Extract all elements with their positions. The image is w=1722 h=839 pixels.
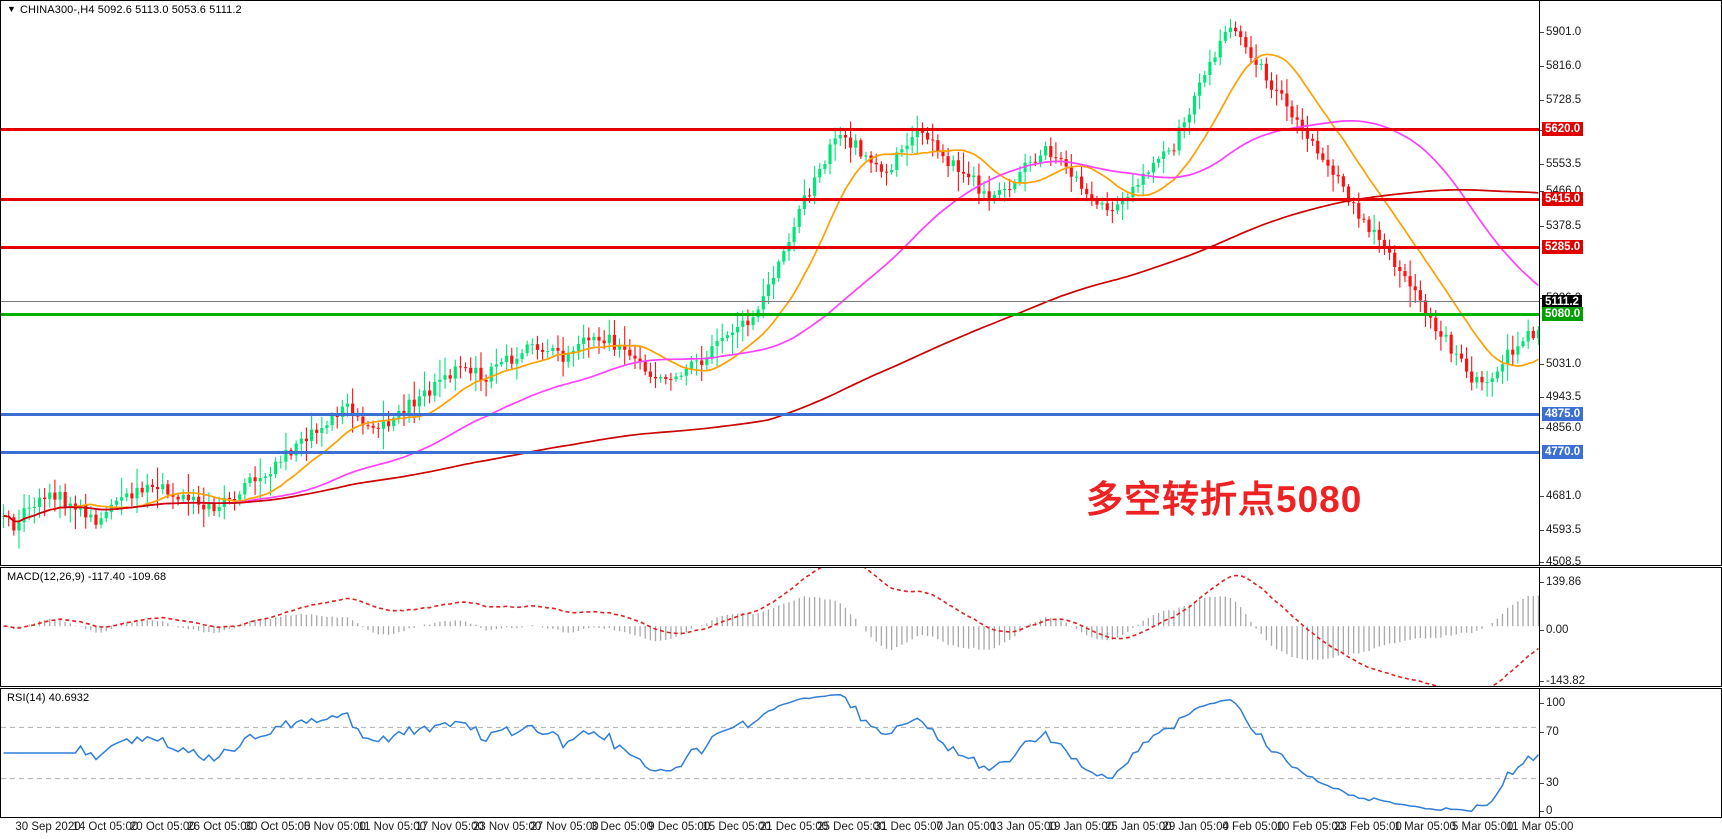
time-axis-tick: 30 Oct 05:00 <box>244 821 311 833</box>
axis-tick-label: 100 <box>1539 697 1566 709</box>
rsi-series <box>1 694 1539 812</box>
axis-tick-label: 70 <box>1540 726 1559 738</box>
time-axis-tick: 9 Dec 05:00 <box>648 821 711 833</box>
time-axis-tick: 11 Mar 05:00 <box>1506 821 1574 833</box>
time-axis-tick: 31 Dec 05:00 <box>874 821 943 833</box>
axis-tick-label: 4943.5 <box>1539 391 1582 403</box>
macd-axis: 139.86 0.00 -143.82 <box>1539 568 1721 686</box>
time-axis-tick: 17 Nov 05:00 <box>415 821 484 833</box>
time-axis-tick: 30 Sep 2020 <box>15 821 81 833</box>
axis-tick-label: 5553.5 <box>1539 158 1582 170</box>
axis-tick-label: -143.82 <box>1539 675 1586 687</box>
time-axis-tick: 23 Nov 05:00 <box>472 821 542 833</box>
time-axis-tick: 25 Dec 05:00 <box>817 821 886 833</box>
rsi-panel: RSI(14) 40.6932 100 70 30 0 <box>0 688 1722 818</box>
axis-tick-label: 5378.5 <box>1539 220 1582 232</box>
time-axis-tick: 14 Oct 05:00 <box>72 821 139 833</box>
macd-panel: MACD(12,26,9) -117.40 -109.68 139.86 0.00… <box>0 567 1722 687</box>
time-axis-tick: 19 Jan 05:00 <box>1047 821 1115 833</box>
time-axis-tick: 5 Mar 05:00 <box>1451 821 1514 833</box>
macd-series <box>3 568 1539 686</box>
axis-tick-label: 5816.0 <box>1539 60 1582 72</box>
time-axis[interactable]: 30 Sep 2020 14 Oct 05:00 20 Oct 05:00 26 Oc… <box>0 818 1722 839</box>
symbol-info-label: ▼ CHINA300-,H4 5092.6 5113.0 5053.6 5111.… <box>7 4 242 16</box>
price-panel: ▼ CHINA300-,H4 5092.6 5113.0 5053.6 5111.… <box>0 0 1722 566</box>
axis-tick-label: 30 <box>1540 777 1559 789</box>
axis-tick-label: 4856.0 <box>1539 422 1582 434</box>
candlestick-series <box>1 19 1539 549</box>
axis-tick-label: 4681.0 <box>1539 490 1582 502</box>
time-axis-tick: 7 Jan 05:00 <box>936 821 997 833</box>
axis-tick-label: 0 <box>1539 805 1553 817</box>
symbol-quote-text: CHINA300-,H4 5092.6 5113.0 5053.6 5111.2 <box>20 4 242 16</box>
price-level-tag[interactable]: 5415.0 <box>1542 192 1584 206</box>
axis-tick-label: 4508.5 <box>1539 556 1582 566</box>
price-level-line[interactable] <box>1 198 1539 201</box>
time-axis-tick: 3 Dec 05:00 <box>590 821 653 833</box>
rsi-plot-area[interactable] <box>1 689 1539 817</box>
time-axis-tick: 4 Feb 05:00 <box>1222 821 1284 833</box>
price-level-tag[interactable]: 5080.0 <box>1542 307 1584 321</box>
time-axis-tick: 5 Nov 05:00 <box>303 821 366 833</box>
price-level-tag[interactable]: 5285.0 <box>1542 240 1584 254</box>
rsi-axis: 100 70 30 0 <box>1539 689 1721 817</box>
time-axis-tick: 13 Jan 05:00 <box>990 821 1057 833</box>
price-level-line[interactable] <box>1 128 1539 131</box>
collapse-icon[interactable]: ▼ <box>7 4 17 14</box>
price-level-line[interactable] <box>1 413 1539 416</box>
axis-tick-label: 4593.5 <box>1539 524 1582 536</box>
chart-annotation-text[interactable]: 多空转折点5080 <box>1086 479 1363 520</box>
time-axis-tick: 25 Jan 05:00 <box>1105 821 1172 833</box>
price-level-line[interactable] <box>1 246 1539 249</box>
price-level-tag[interactable]: 4875.0 <box>1542 407 1584 421</box>
axis-tick-label: 0.00 <box>1539 624 1569 636</box>
time-axis-tick: 27 Nov 05:00 <box>530 821 599 833</box>
axis-tick-label: 5901.0 <box>1539 26 1582 38</box>
time-axis-tick: 11 Nov 05:00 <box>358 821 427 833</box>
macd-plot-area[interactable] <box>1 568 1539 686</box>
price-level-tag[interactable]: 5111.2 <box>1542 295 1582 309</box>
axis-tick-label: 139.86 <box>1539 576 1582 588</box>
time-axis-tick: 29 Jan 05:00 <box>1162 821 1229 833</box>
time-axis-tick: 1 Mar 05:00 <box>1394 821 1456 833</box>
price-level-line[interactable] <box>1 313 1539 316</box>
axis-tick-label: 5031.0 <box>1539 358 1582 370</box>
price-axis[interactable]: 5901.05816.05728.55641.05553.55466.05378… <box>1539 1 1721 565</box>
price-level-tag[interactable]: 4770.0 <box>1542 445 1584 459</box>
price-level-line[interactable] <box>1 451 1539 454</box>
axis-tick-label: 5728.5 <box>1539 94 1582 106</box>
rsi-label: RSI(14) 40.6932 <box>7 692 90 704</box>
price-level-line[interactable] <box>1 301 1539 302</box>
time-axis-tick: 21 Dec 05:00 <box>759 821 829 833</box>
price-level-tag[interactable]: 5620.0 <box>1542 122 1584 136</box>
time-axis-tick: 20 Oct 05:00 <box>129 821 196 833</box>
macd-label: MACD(12,26,9) -117.40 -109.68 <box>7 571 167 583</box>
price-plot-area[interactable] <box>1 1 1539 565</box>
time-axis-tick: 10 Feb 05:00 <box>1276 821 1345 833</box>
time-axis-tick: 23 Feb 05:00 <box>1333 821 1402 833</box>
time-axis-tick: 26 Oct 05:00 <box>187 821 254 833</box>
time-axis-tick: 15 Dec 05:00 <box>702 821 771 833</box>
